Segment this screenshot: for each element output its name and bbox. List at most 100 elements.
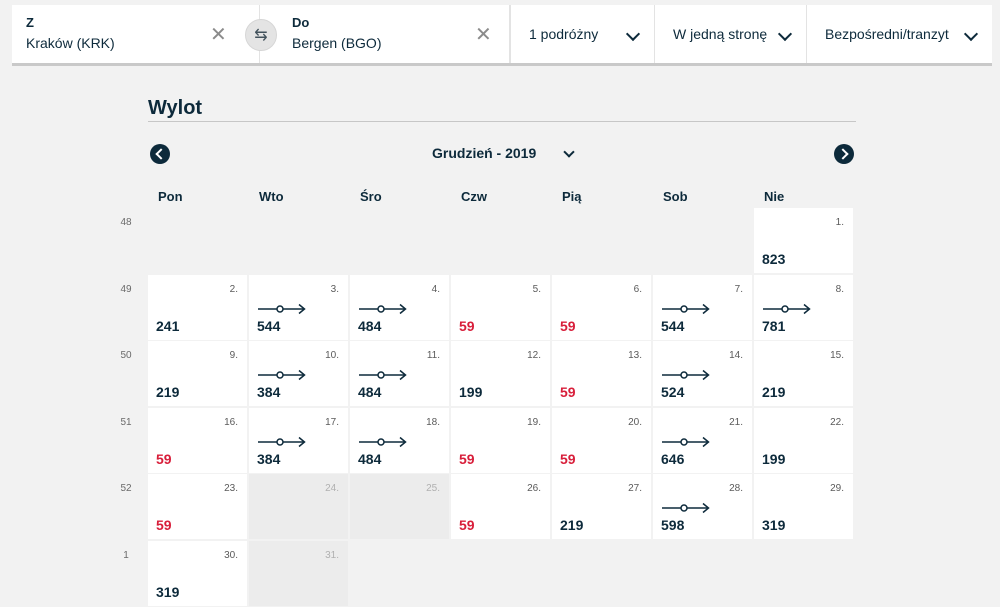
calendar-day[interactable]: 4. 484 (350, 274, 449, 340)
chevron-down-icon (963, 26, 979, 42)
day-price: 59 (459, 517, 475, 533)
calendar-day[interactable]: 28. 598 (653, 474, 752, 539)
calendar-day[interactable]: 5. 59 (451, 274, 550, 340)
day-price: 59 (459, 317, 475, 334)
day-number: 4. (431, 283, 440, 295)
day-number: 31. (325, 549, 339, 561)
transit-stop-icon (763, 303, 811, 314)
day-number: 25. (426, 483, 440, 494)
day-price: 199 (762, 450, 786, 467)
day-price: 319 (762, 517, 786, 533)
weekday-header: Czw (461, 189, 487, 204)
calendar-day[interactable]: 8. 781 (754, 274, 853, 340)
origin-field[interactable]: Z Kraków (KRK) ✕ (12, 5, 260, 63)
day-number: 28. (729, 483, 743, 494)
day-number: 13. (628, 350, 642, 361)
day-number: 10. (325, 350, 339, 361)
origin-value[interactable]: Kraków (KRK) (26, 35, 115, 51)
calendar-day[interactable]: 6. 59 (552, 274, 651, 340)
day-price: 319 (156, 583, 180, 600)
day-number: 11. (426, 350, 440, 361)
passengers-dropdown[interactable]: 1 podróżny (510, 5, 654, 63)
chevron-down-icon (625, 26, 641, 42)
day-number: 26. (527, 483, 541, 494)
transit-stop-icon (662, 303, 710, 314)
day-price: 484 (358, 384, 382, 400)
week-number: 52 (120, 483, 132, 494)
calendar-day[interactable]: 22. 199 (754, 407, 853, 473)
calendar-day: 25. (350, 474, 449, 539)
calendar-day[interactable]: 18. 484 (350, 407, 449, 473)
trip-type-dropdown[interactable]: W jedną stronę (654, 5, 806, 63)
destination-value[interactable]: Bergen (BGO) (292, 35, 382, 51)
calendar-day[interactable]: 30. 319 (148, 540, 247, 606)
day-price: 524 (661, 384, 685, 400)
day-number: 1. (835, 217, 844, 228)
day-number: 24. (325, 483, 339, 494)
calendar-day[interactable]: 26. 59 (451, 474, 550, 539)
destination-label: Do (292, 15, 310, 30)
day-number: 19. (527, 416, 541, 428)
day-number: 30. (224, 549, 238, 561)
day-price: 59 (459, 450, 475, 467)
calendar-day[interactable]: 15. 219 (754, 341, 853, 406)
calendar-day[interactable]: 20. 59 (552, 407, 651, 473)
calendar-day[interactable]: 3. 544 (249, 274, 348, 340)
trip-type-value: W jedną stronę (673, 26, 768, 42)
weekday-header: Pią (562, 189, 582, 204)
weekday-header: Nie (764, 189, 785, 204)
calendar-day[interactable]: 1. 823 (754, 208, 853, 273)
clear-origin-icon[interactable]: ✕ (210, 24, 227, 46)
calendar-day[interactable]: 7. 544 (653, 274, 752, 340)
day-price: 59 (156, 450, 172, 467)
day-price: 241 (156, 317, 180, 334)
chevron-right-icon[interactable] (834, 144, 854, 164)
day-price: 598 (661, 517, 685, 533)
day-number: 23. (224, 483, 238, 494)
day-number: 27. (628, 483, 642, 494)
day-number: 9. (229, 350, 238, 361)
swap-icon[interactable]: ⇆ (245, 19, 277, 51)
calendar-day[interactable]: 2. 241 (148, 274, 247, 340)
calendar-day[interactable]: 19. 59 (451, 407, 550, 473)
calendar-day: 24. (249, 474, 348, 539)
chevron-left-icon[interactable] (150, 144, 170, 164)
calendar-day[interactable]: 10. 384 (249, 341, 348, 406)
transit-stop-icon (359, 303, 407, 314)
connection-dropdown[interactable]: Bezpośredni/tranzyt (806, 5, 992, 63)
chevron-down-icon[interactable] (563, 146, 575, 158)
day-number: 15. (830, 350, 844, 361)
weekday-header: Śro (360, 189, 382, 204)
day-number: 29. (830, 483, 844, 494)
destination-field[interactable]: Do Bergen (BGO) ✕ (260, 5, 510, 63)
calendar-day[interactable]: 23. 59 (148, 474, 247, 539)
day-number: 16. (224, 416, 238, 428)
calendar-day[interactable]: 21. 646 (653, 407, 752, 473)
day-price: 646 (661, 450, 685, 467)
day-price: 219 (762, 384, 786, 400)
day-price: 59 (560, 317, 576, 334)
transit-stop-icon (359, 369, 407, 381)
calendar-day[interactable]: 9. 219 (148, 341, 247, 406)
day-number: 5. (532, 283, 541, 295)
calendar-day[interactable]: 12. 199 (451, 341, 550, 406)
weekday-header: Wto (259, 189, 284, 204)
day-number: 20. (628, 416, 642, 428)
calendar-day[interactable]: 16. 59 (148, 407, 247, 473)
month-selector[interactable]: Grudzień - 2019 (432, 145, 537, 161)
calendar-day[interactable]: 14. 524 (653, 341, 752, 406)
week-number: 48 (120, 217, 132, 228)
calendar-day[interactable]: 29. 319 (754, 474, 853, 539)
day-number: 6. (633, 283, 642, 295)
calendar-day[interactable]: 27. 219 (552, 474, 651, 539)
week-number: 51 (120, 416, 132, 428)
calendar-day[interactable]: 11. 484 (350, 341, 449, 406)
transit-stop-icon (258, 303, 306, 314)
day-number: 3. (330, 283, 339, 295)
day-number: 17. (325, 416, 339, 428)
calendar-day[interactable]: 13. 59 (552, 341, 651, 406)
calendar-day[interactable]: 17. 384 (249, 407, 348, 473)
day-number: 21. (729, 416, 743, 428)
connection-value: Bezpośredni/tranzyt (825, 26, 949, 42)
clear-destination-icon[interactable]: ✕ (475, 24, 492, 46)
